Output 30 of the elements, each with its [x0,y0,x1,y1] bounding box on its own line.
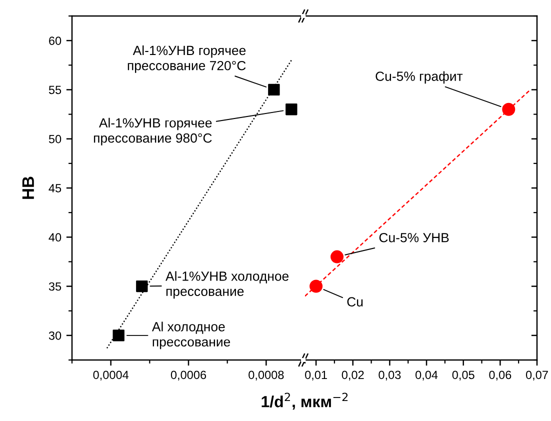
x-tick-label: 0,06 [489,370,512,380]
x-tick-label: 0,04 [416,370,438,380]
y-tick-label: 60 [49,36,62,45]
annotation: Al-1%УНВ горячее прессование 980°C [94,118,212,146]
x-tick-label: 0,01 [305,370,327,380]
annotation: Al-1%УНВ горячее прессование 720°C [128,45,246,73]
x-tick-label: 0,02 [342,370,364,380]
y-tick-label: 50 [48,134,62,144]
x-tick-label: 0,0008 [248,370,284,380]
annotation: Cu-5% УНВ [379,232,449,242]
y-tick-label: 55 [48,86,62,94]
point [268,84,280,96]
annotation: Al холодное прессование [152,322,230,350]
x-tick-label: 0,0006 [170,370,206,380]
annotation: Cu [347,297,363,306]
x-tick-label: 0,05 [452,370,474,380]
y-axis-title: HB [22,176,34,199]
x-tick-label: 0,03 [378,370,401,380]
annotation: Al-1%УНВ холодное прессование [166,271,289,299]
x-tick-label: 0,07 [526,370,548,380]
annotation: Cu-5% графит [376,71,463,84]
y-tick-label: 45 [48,184,62,192]
point [286,104,298,116]
x-axis-title: 1/d$^{2}$, мкм$^{−2}$ [262,392,348,410]
point [136,280,148,292]
point [112,330,124,342]
y-tick-label: 35 [48,282,62,291]
y-tick-label: 40 [48,233,62,242]
y-tick-label: 30 [48,331,62,340]
x-tick-label: 0,0004 [93,370,129,380]
